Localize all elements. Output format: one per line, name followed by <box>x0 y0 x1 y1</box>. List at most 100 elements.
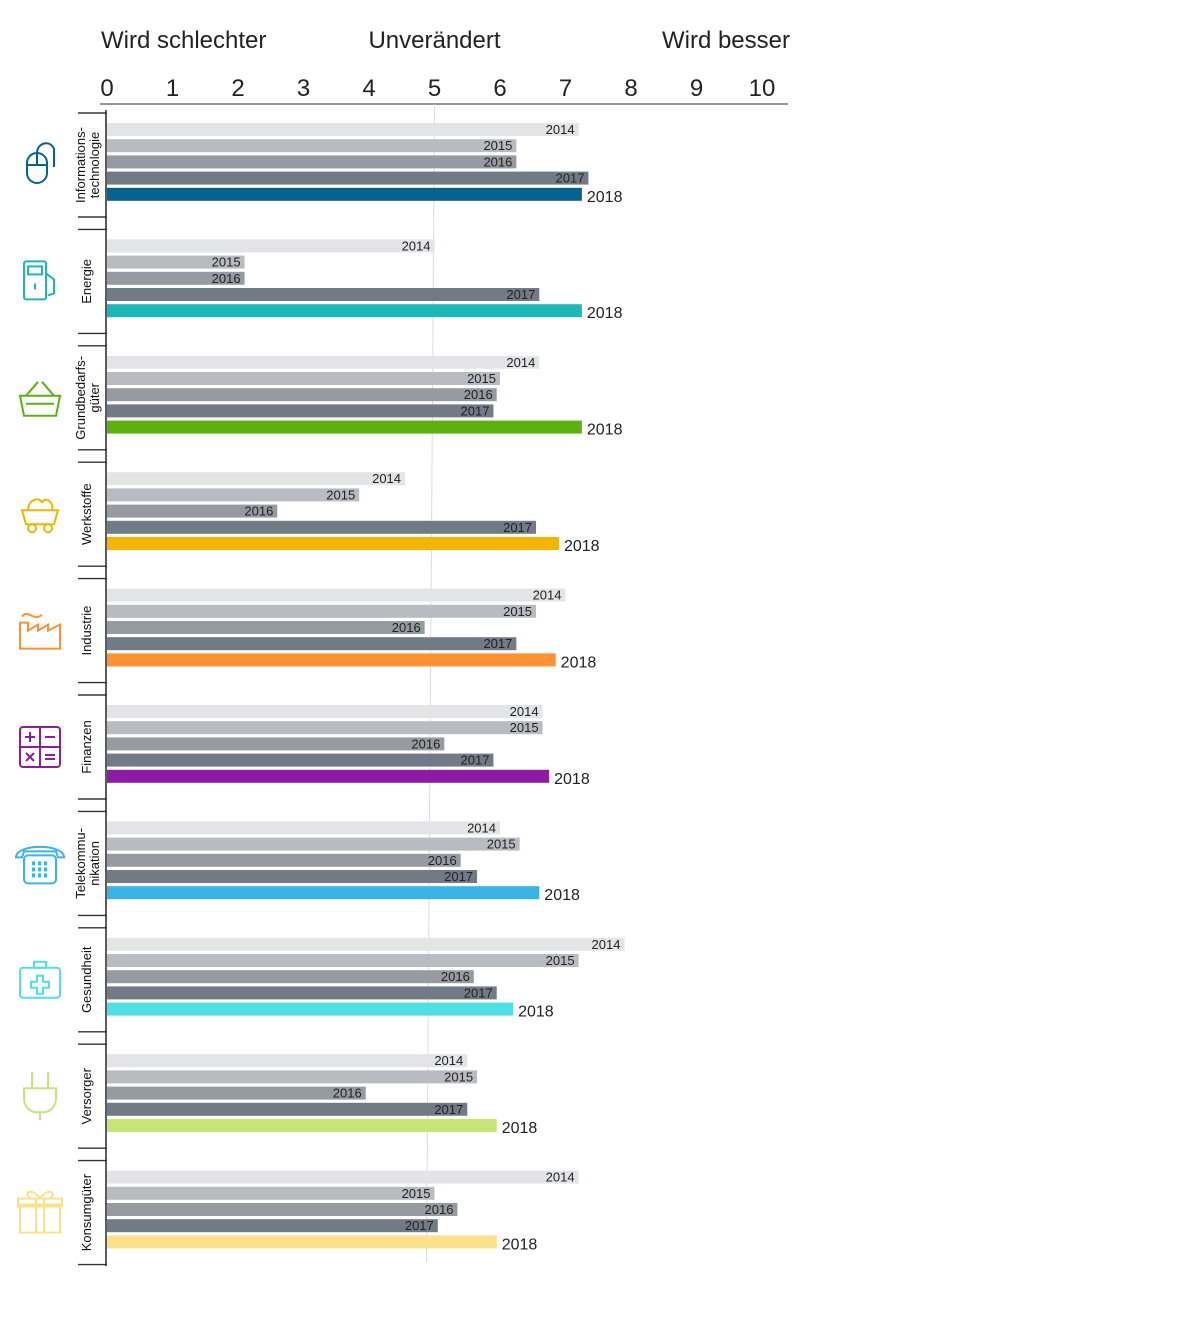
category-label: Konsumgüter <box>79 1173 94 1251</box>
x-tick-label: 2 <box>231 75 244 102</box>
year-label: 2014 <box>434 1053 463 1068</box>
year-label: 2018 <box>502 1120 538 1137</box>
bar-2017 <box>107 870 478 883</box>
category-label: Finanzen <box>79 720 94 773</box>
bar-2015 <box>107 1070 478 1084</box>
category-label: Gesundheit <box>79 946 94 1013</box>
bar-2015 <box>107 488 360 502</box>
year-label: 2015 <box>444 1069 473 1084</box>
year-label: 2018 <box>564 538 600 555</box>
category-label: Energie <box>79 259 94 304</box>
x-tick-label: 7 <box>559 75 572 102</box>
year-label: 2015 <box>483 138 512 153</box>
x-tick-label: 8 <box>624 75 637 102</box>
bar-2014 <box>107 472 406 486</box>
bar-2016 <box>107 155 517 169</box>
x-tick-label: 9 <box>690 75 703 102</box>
x-tick-label: 6 <box>493 75 506 102</box>
year-label: 2015 <box>467 371 496 386</box>
year-label: 2017 <box>434 1102 463 1117</box>
bar-2014 <box>107 239 435 253</box>
x-tick-label: 5 <box>428 75 441 102</box>
year-label: 2015 <box>503 604 532 619</box>
year-label: 2014 <box>506 355 535 370</box>
bar-2018 <box>107 420 582 434</box>
zone-label: Wird schlechter <box>101 27 266 54</box>
bar-2015 <box>107 255 245 269</box>
bar-2016 <box>107 621 425 634</box>
year-label: 2014 <box>546 1170 575 1185</box>
year-label: 2018 <box>587 189 623 206</box>
year-label: 2016 <box>244 504 273 519</box>
bar-2018 <box>107 537 559 550</box>
reference-line <box>426 103 435 1263</box>
year-label: 2016 <box>441 969 470 984</box>
bar-2018 <box>107 886 540 900</box>
year-label: 2018 <box>587 422 623 439</box>
year-label: 2018 <box>561 654 597 671</box>
bar-2018 <box>107 1119 497 1132</box>
x-tick-label: 3 <box>297 75 310 102</box>
bar-2014 <box>107 937 625 951</box>
bar-2016 <box>107 737 445 751</box>
year-label: 2017 <box>405 1218 434 1233</box>
factory-icon <box>19 613 61 650</box>
bar-2018 <box>107 304 582 318</box>
year-label: 2014 <box>510 704 539 719</box>
year-label: 2016 <box>392 620 421 635</box>
bar-2017 <box>107 288 540 301</box>
x-tick-label: 10 <box>749 75 776 102</box>
year-label: 2018 <box>587 305 623 322</box>
bar-2018 <box>107 769 550 783</box>
power-plug-icon <box>23 1072 57 1121</box>
zone-label: Wird besser <box>662 27 790 54</box>
year-label: 2016 <box>425 1202 454 1217</box>
bar-2017 <box>107 986 497 1000</box>
year-label: 2016 <box>483 154 512 169</box>
bar-2017 <box>107 520 537 534</box>
year-label: 2015 <box>510 720 539 735</box>
fuel-pump-icon <box>23 260 55 301</box>
year-label: 2018 <box>502 1236 538 1253</box>
bar-2015 <box>107 372 500 385</box>
zone-label: Unverändert <box>368 27 500 54</box>
bar-2014 <box>107 1170 579 1184</box>
year-label: 2014 <box>402 238 431 253</box>
bar-2015 <box>107 604 537 618</box>
year-label: 2016 <box>411 736 440 751</box>
x-tick-label: 1 <box>166 75 179 102</box>
bar-2016 <box>107 504 278 518</box>
bar-2016 <box>107 1203 458 1216</box>
year-label: 2014 <box>592 937 621 952</box>
bar-2014 <box>107 588 566 602</box>
bar-2017 <box>107 404 494 418</box>
bar-2017 <box>107 171 589 185</box>
bar-2016 <box>107 853 461 867</box>
shopping-basket-icon <box>18 381 62 417</box>
bar-2016 <box>107 970 474 984</box>
year-label: 2016 <box>428 853 457 868</box>
bar-2018 <box>107 1002 514 1016</box>
bar-2016 <box>107 1086 366 1100</box>
year-label: 2018 <box>544 887 580 904</box>
bar-2015 <box>107 139 517 153</box>
year-label: 2014 <box>546 122 575 137</box>
mine-cart-icon <box>20 498 60 534</box>
category-label: Industrie <box>79 606 94 656</box>
computer-mouse-icon <box>26 142 55 184</box>
category-label: Versorger <box>79 1067 94 1124</box>
bar-2016 <box>107 388 497 402</box>
bar-2014 <box>107 1054 468 1068</box>
bar-2017 <box>107 1102 468 1116</box>
year-label: 2015 <box>212 255 241 270</box>
year-label: 2014 <box>467 820 496 835</box>
bar-2018 <box>107 1235 497 1249</box>
year-label: 2015 <box>326 487 355 502</box>
